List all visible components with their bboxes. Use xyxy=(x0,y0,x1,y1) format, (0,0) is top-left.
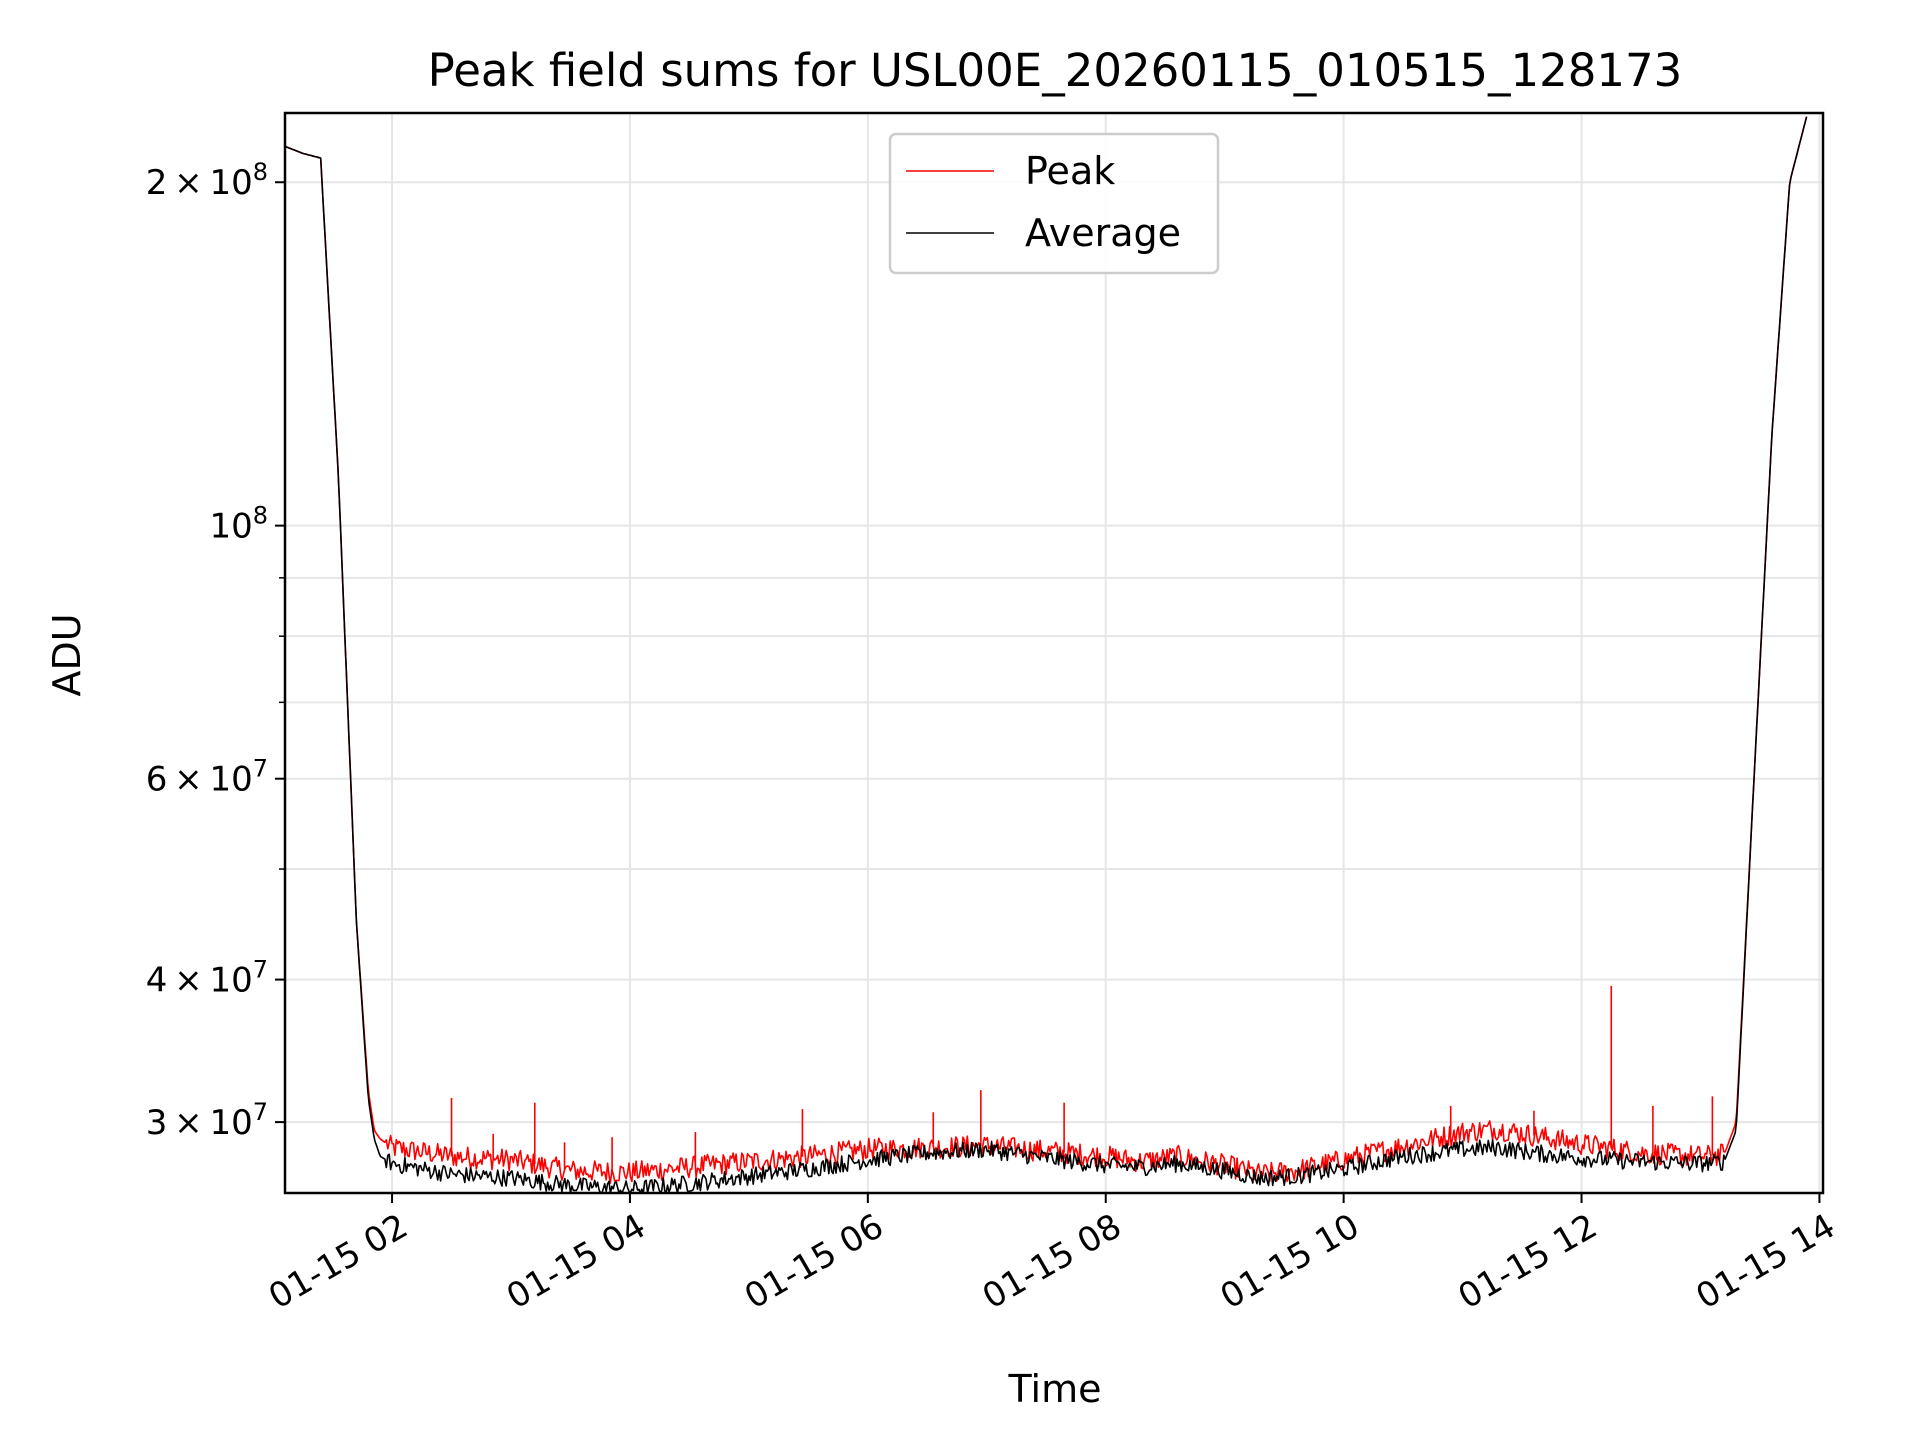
x-tick-label: 01-15 10 xyxy=(1214,1206,1366,1317)
series-line-average xyxy=(284,116,1808,1194)
series-line-peak xyxy=(284,116,1808,1184)
x-axis-ticks: 01-15 02 01-15 04 01-15 06 01-15 08 01-15 10… xyxy=(262,1193,1842,1317)
chart-title: Peak field sums for USL00E_20260115_0105… xyxy=(428,44,1683,97)
y-axis-ticks: 2 × 108 108 6 × 107 4 × 107 3 × 107 xyxy=(146,158,285,1143)
y-tick-label: 2 × 108 xyxy=(146,158,268,203)
y-axis-label: ADU xyxy=(45,613,89,696)
legend-label-average: Average xyxy=(1025,211,1181,255)
plot-series xyxy=(284,116,1808,1194)
plot-frame xyxy=(283,111,1825,1195)
legend: Peak Average xyxy=(888,132,1220,275)
y-tick-label: 4 × 107 xyxy=(146,956,268,1001)
y-tick-label: 3 × 107 xyxy=(146,1098,268,1143)
x-tick-label: 01-15 08 xyxy=(976,1206,1128,1317)
x-axis-label: Time xyxy=(1008,1367,1102,1411)
x-tick-label: 01-15 02 xyxy=(262,1206,414,1317)
legend-label-peak: Peak xyxy=(1025,149,1115,193)
x-tick-label: 01-15 04 xyxy=(500,1206,652,1317)
x-tick-label: 01-15 06 xyxy=(738,1206,890,1317)
y-tick-label: 108 xyxy=(209,502,268,547)
x-tick-label: 01-15 14 xyxy=(1690,1206,1842,1317)
y-tick-label: 6 × 107 xyxy=(146,755,268,800)
legend-box xyxy=(888,132,1220,275)
x-tick-label: 01-15 12 xyxy=(1452,1206,1604,1317)
grid xyxy=(285,113,1823,1193)
